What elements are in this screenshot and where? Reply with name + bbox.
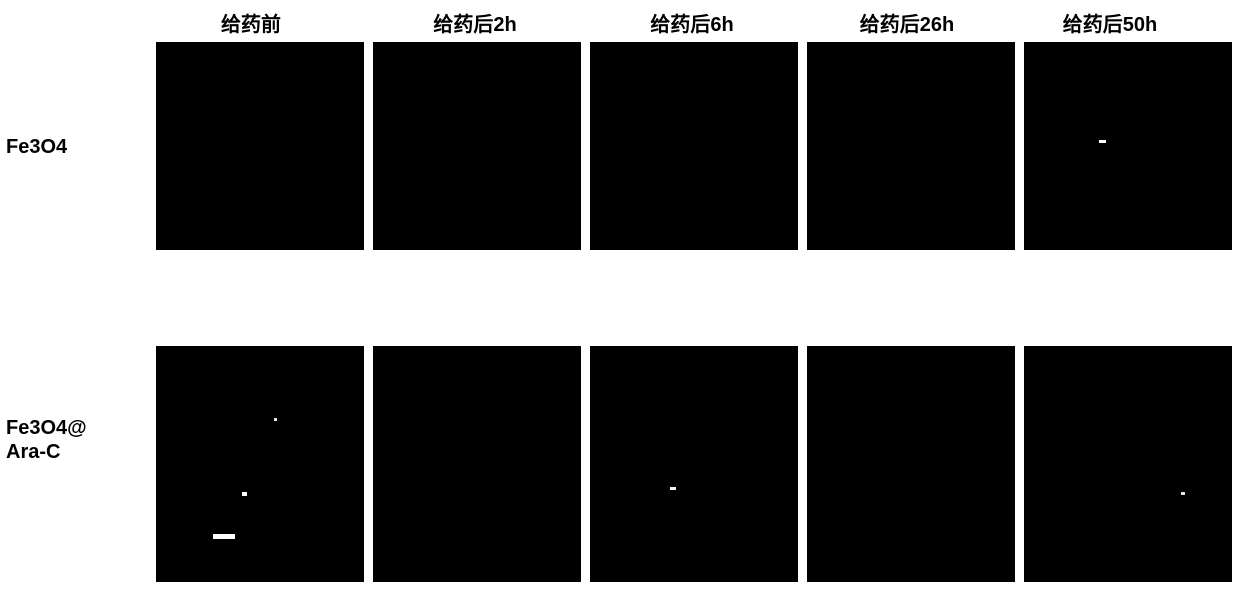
column-header-4: 给药后50h — [1050, 8, 1170, 37]
panel-r1-c2 — [590, 346, 798, 582]
panel-r0-c4 — [1024, 42, 1232, 250]
column-header-2: 给药后6h — [632, 8, 752, 37]
row-label-fe3o4: Fe3O4 — [6, 135, 67, 159]
panel-r0-c2 — [590, 42, 798, 250]
panel-r1-c1 — [373, 346, 581, 582]
panel-r0-c0 — [156, 42, 364, 250]
column-header-0: 给药前 — [191, 8, 311, 37]
panel-r1-c3 — [807, 346, 1015, 582]
speck-2 — [242, 492, 247, 496]
figure-grid: 给药前 给药后2h 给药后6h 给药后26h 给药后50h Fe3O4 Fe3O4@ Ara… — [0, 0, 1240, 600]
panel-r0-c1 — [373, 42, 581, 250]
panel-r1-c0 — [156, 346, 364, 582]
row-label-fe3o4-arac: Fe3O4@ Ara-C — [6, 416, 87, 464]
column-header-1: 给药后2h — [415, 8, 535, 37]
speck-0 — [1099, 140, 1106, 143]
panel-r1-c4 — [1024, 346, 1232, 582]
speck-3 — [213, 534, 235, 539]
speck-1 — [274, 418, 277, 421]
column-header-3: 给药后26h — [847, 8, 967, 37]
speck-5 — [1181, 492, 1185, 495]
speck-4 — [670, 487, 676, 490]
panel-r0-c3 — [807, 42, 1015, 250]
